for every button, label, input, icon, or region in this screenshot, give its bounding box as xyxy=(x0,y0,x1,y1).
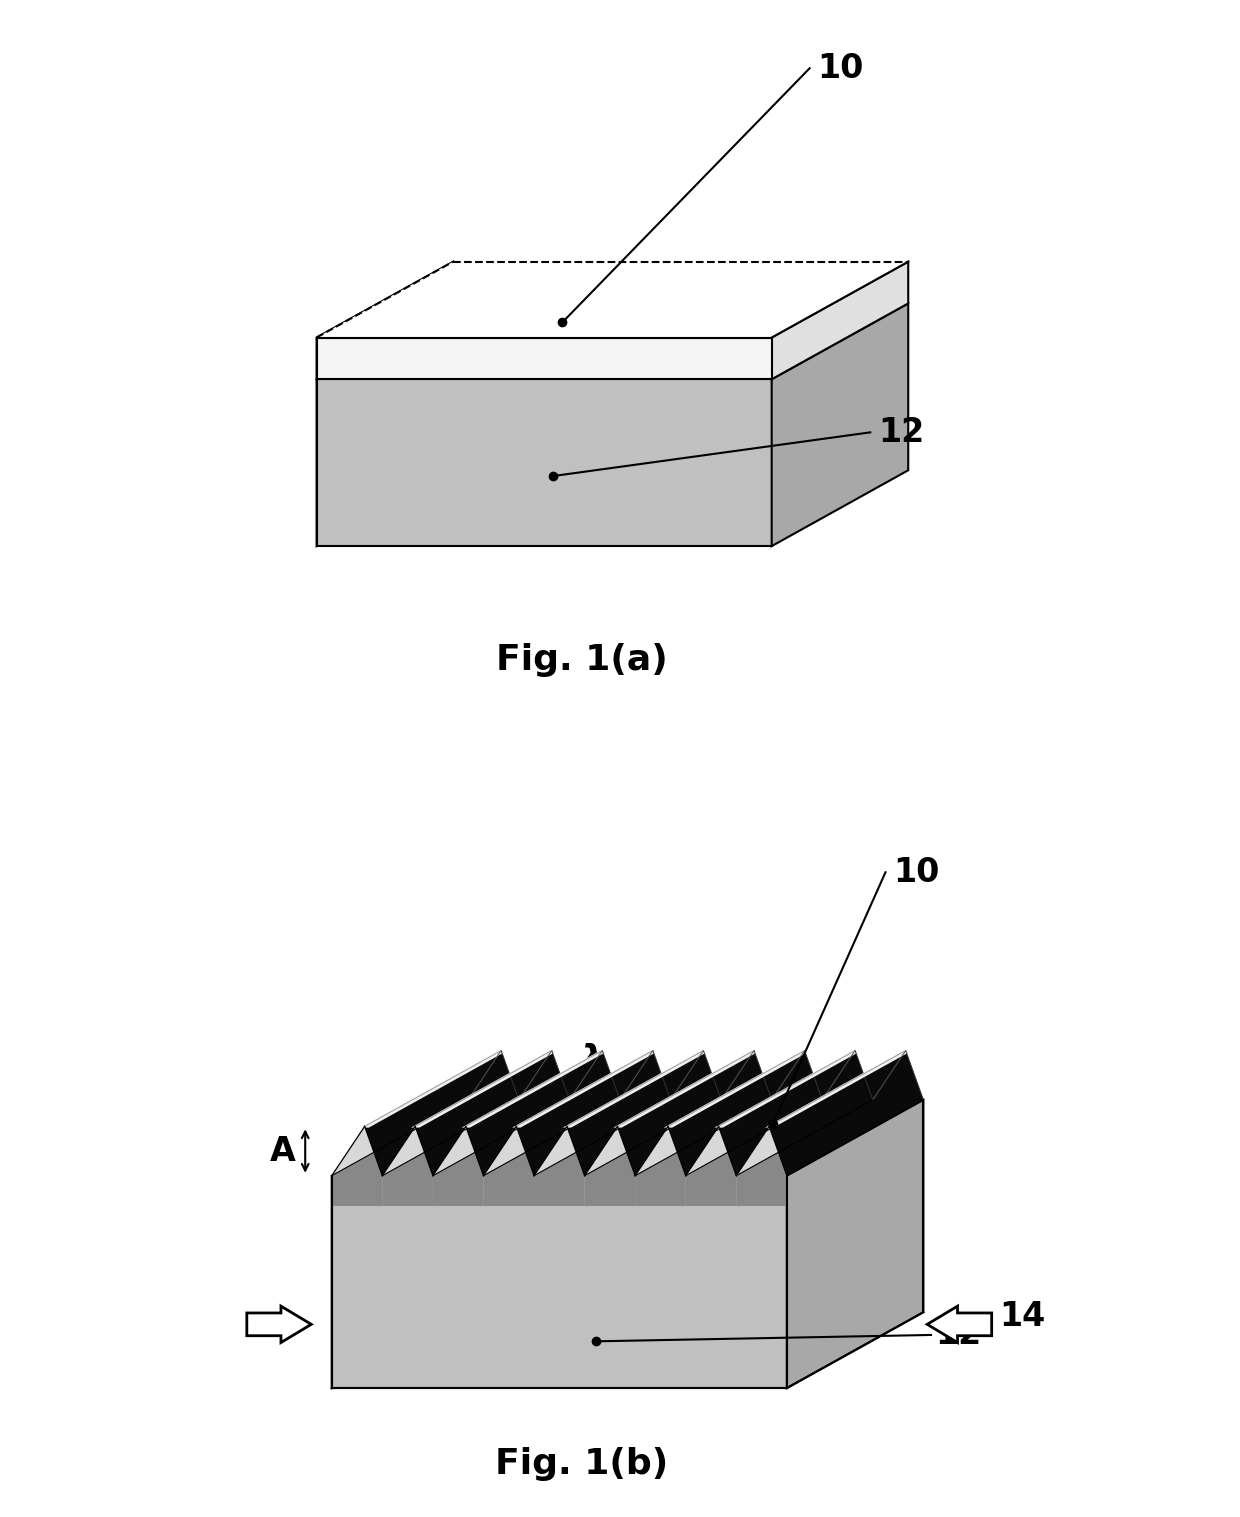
Polygon shape xyxy=(316,379,771,546)
Polygon shape xyxy=(714,1051,859,1127)
Polygon shape xyxy=(769,1126,787,1176)
Polygon shape xyxy=(516,1050,671,1176)
Text: λ: λ xyxy=(580,1044,604,1077)
Polygon shape xyxy=(765,1051,910,1127)
Polygon shape xyxy=(461,1051,606,1127)
Polygon shape xyxy=(433,1126,484,1206)
Polygon shape xyxy=(567,1126,584,1176)
Polygon shape xyxy=(769,1050,924,1176)
Text: 10: 10 xyxy=(893,856,940,889)
Text: 10: 10 xyxy=(817,52,863,85)
Polygon shape xyxy=(332,1100,469,1388)
Polygon shape xyxy=(316,303,453,546)
Polygon shape xyxy=(332,1126,382,1206)
Polygon shape xyxy=(534,1126,584,1206)
Polygon shape xyxy=(365,1050,518,1176)
Polygon shape xyxy=(415,1126,433,1176)
Polygon shape xyxy=(618,1126,635,1176)
Polygon shape xyxy=(382,1050,552,1176)
Polygon shape xyxy=(719,1126,737,1176)
Text: A: A xyxy=(270,1135,296,1168)
Polygon shape xyxy=(316,261,908,338)
Polygon shape xyxy=(584,1050,754,1176)
Polygon shape xyxy=(512,1051,657,1127)
Polygon shape xyxy=(382,1126,433,1206)
Polygon shape xyxy=(771,261,908,379)
Polygon shape xyxy=(686,1126,737,1206)
Polygon shape xyxy=(316,338,771,379)
Polygon shape xyxy=(686,1050,856,1176)
FancyArrow shape xyxy=(928,1306,992,1343)
Polygon shape xyxy=(719,1050,873,1176)
Text: Fig. 1(b): Fig. 1(b) xyxy=(496,1447,668,1481)
Polygon shape xyxy=(466,1126,484,1176)
Polygon shape xyxy=(567,1050,722,1176)
Text: Fig. 1(a): Fig. 1(a) xyxy=(496,643,668,677)
Text: 12: 12 xyxy=(878,416,924,449)
Polygon shape xyxy=(332,1050,501,1176)
Polygon shape xyxy=(668,1126,686,1176)
Polygon shape xyxy=(534,1050,703,1176)
Polygon shape xyxy=(737,1126,787,1206)
Polygon shape xyxy=(415,1050,569,1176)
Polygon shape xyxy=(584,1126,635,1206)
Polygon shape xyxy=(635,1126,686,1206)
Text: 14: 14 xyxy=(999,1300,1045,1333)
Polygon shape xyxy=(614,1051,758,1127)
FancyArrow shape xyxy=(247,1306,311,1343)
Polygon shape xyxy=(787,1100,924,1388)
Polygon shape xyxy=(618,1050,771,1176)
Polygon shape xyxy=(484,1126,534,1206)
Polygon shape xyxy=(771,303,908,546)
Polygon shape xyxy=(316,261,453,379)
Polygon shape xyxy=(365,1126,382,1176)
Polygon shape xyxy=(433,1050,603,1176)
Polygon shape xyxy=(361,1051,506,1127)
Polygon shape xyxy=(410,1051,556,1127)
Polygon shape xyxy=(635,1050,805,1176)
Polygon shape xyxy=(332,1176,787,1388)
Polygon shape xyxy=(737,1050,905,1176)
Polygon shape xyxy=(563,1051,708,1127)
Polygon shape xyxy=(516,1126,534,1176)
Polygon shape xyxy=(466,1050,620,1176)
Polygon shape xyxy=(484,1050,653,1176)
Polygon shape xyxy=(668,1050,822,1176)
Text: 12: 12 xyxy=(935,1318,981,1352)
Polygon shape xyxy=(663,1051,808,1127)
